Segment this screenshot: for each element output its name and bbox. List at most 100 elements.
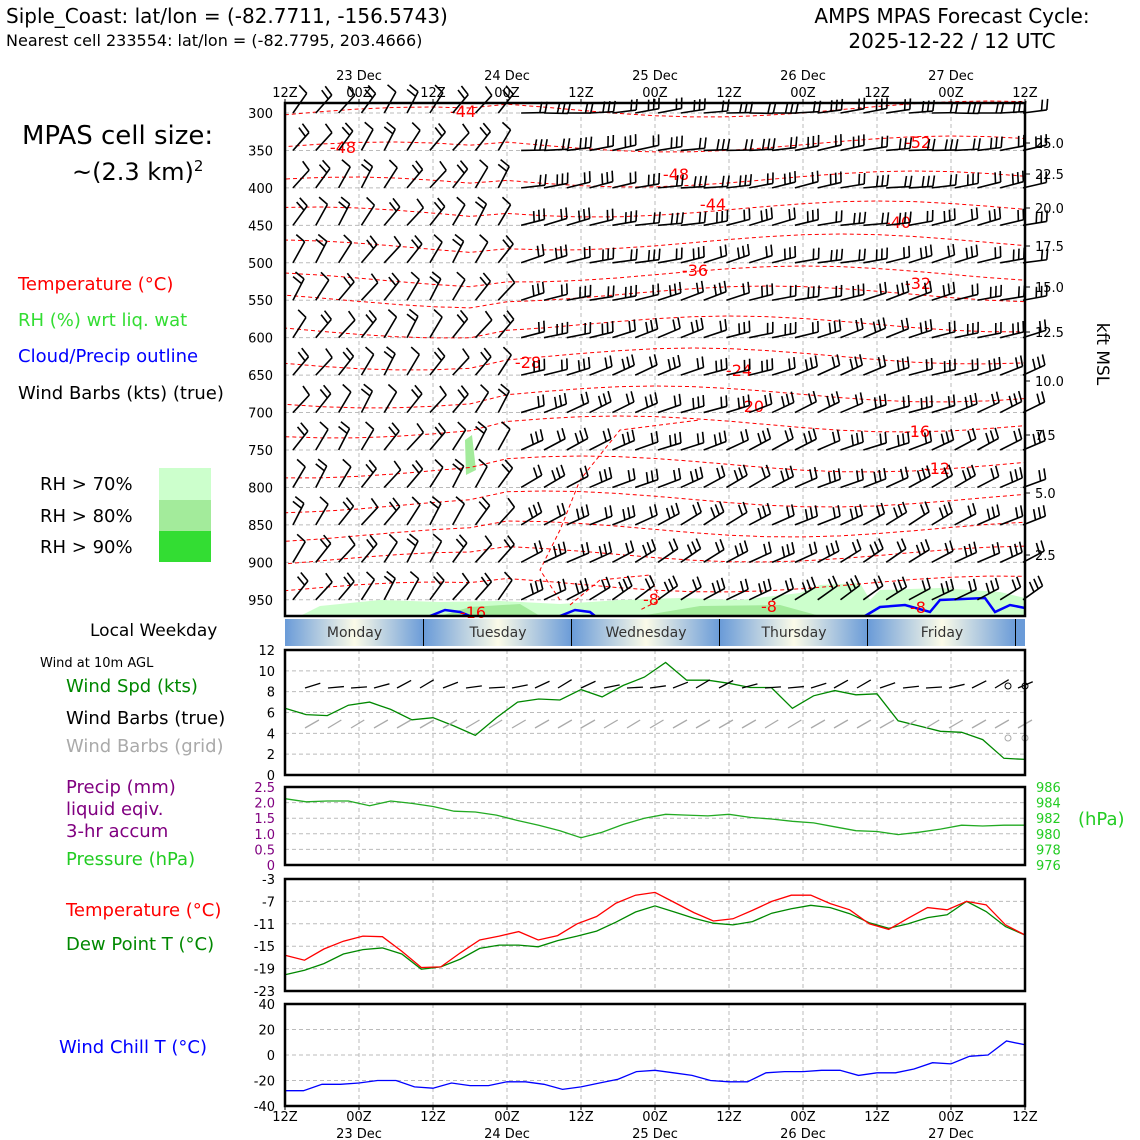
time-tick-bottom: 00Z — [938, 1110, 964, 1125]
calm-circle-grid — [1004, 734, 1012, 742]
wind-barb-flag — [767, 578, 772, 590]
wind-barb — [931, 243, 956, 264]
wind-barb — [497, 497, 516, 526]
wind-barb-flag — [837, 468, 842, 480]
wind-barb-flag — [409, 571, 420, 580]
wind-barb — [817, 575, 838, 601]
wind-barb-staff — [1022, 295, 1047, 302]
wind-barb — [999, 390, 1023, 414]
weekday-cell — [572, 619, 720, 646]
wind-barb — [406, 496, 421, 526]
wind-barb-flag — [904, 466, 909, 478]
wind-barb-flag — [788, 208, 791, 221]
wind-barb-staff — [337, 391, 352, 413]
wind-barb-flag — [830, 250, 833, 262]
wind-barb-flag — [919, 322, 923, 334]
wind-barb-staff — [406, 243, 423, 264]
time-tick-bottom: 12Z — [568, 1110, 594, 1125]
wind-barb-flag — [561, 502, 566, 514]
date-label-bottom: 25 Dec — [632, 1127, 678, 1140]
wind-barb-flag — [990, 468, 995, 480]
wind-barb-flag — [825, 545, 831, 557]
contour-label: -32 — [905, 274, 931, 293]
wind-barb-flag — [538, 540, 544, 552]
wind-barb-grid — [741, 719, 757, 729]
wind-barb-flag — [835, 391, 841, 403]
wind-barb-flag — [457, 389, 466, 399]
wind-barb — [497, 383, 511, 413]
wind-barb — [315, 123, 333, 151]
wind-barb-staff — [566, 146, 591, 152]
wind-barb-flag — [973, 541, 978, 553]
wind-barb-flag — [909, 175, 913, 187]
wind-barb — [612, 429, 636, 451]
wind-barb-staff — [703, 290, 727, 301]
wind-barb — [657, 354, 681, 376]
wind-barb-staff — [521, 184, 546, 189]
contour-label: -44 — [700, 195, 726, 214]
wind-barb-staff — [954, 182, 979, 189]
contour-label: -8 — [643, 590, 659, 609]
contour-label: -28 — [515, 353, 541, 372]
wind-barb-flag — [462, 348, 470, 359]
wind-barb-flag — [814, 505, 819, 517]
wind-barb-flag — [742, 464, 748, 476]
wind-barb — [703, 395, 728, 414]
wind-barb-flag — [995, 137, 998, 149]
wind-barb-flag — [873, 471, 877, 483]
wind-barb-staff — [634, 402, 658, 414]
wind-barb — [840, 504, 864, 526]
wind-barb — [908, 501, 930, 526]
wind-barb-staff — [885, 291, 909, 301]
wind-ytick: 2 — [267, 748, 275, 763]
wind-barb — [863, 174, 890, 189]
wind-barb-flag — [903, 212, 907, 224]
cloud-outline — [429, 608, 471, 618]
wind-barb-staff — [817, 220, 842, 227]
wind-barb-flag — [388, 159, 398, 169]
wind-barb-flag — [943, 467, 949, 479]
wind-barb — [703, 501, 725, 526]
wind-barb — [657, 135, 683, 152]
wind-barb-flag — [564, 244, 568, 256]
wind-barb-staff — [474, 428, 488, 451]
wind-barb — [635, 134, 660, 152]
pressure-tick-label: 450 — [248, 219, 273, 234]
wind-barb-staff — [771, 437, 794, 451]
wind-barb — [360, 459, 377, 488]
wind-barb-flag — [597, 395, 603, 407]
wind-barb-flag — [502, 314, 512, 324]
wind-barb — [908, 357, 933, 376]
wind-barb-flag — [611, 170, 614, 182]
wind-barb-staff — [360, 354, 375, 376]
wind-barb-flag — [803, 433, 808, 445]
wind-barb — [771, 284, 797, 302]
wind-barb-flag — [347, 535, 356, 546]
wind-barb-flag — [324, 85, 333, 96]
wind-barb — [634, 539, 657, 564]
wind-barb — [771, 504, 795, 526]
wind-barb-flag — [1036, 356, 1041, 368]
wind-barb-flag — [455, 496, 465, 505]
wind-barb-flag — [693, 176, 697, 188]
wind-barb-flag — [919, 247, 923, 259]
wind-barb-flag — [942, 285, 946, 297]
wind-barb — [429, 533, 443, 563]
wind-barb-flag — [806, 579, 812, 591]
wind-barb-flag — [767, 541, 772, 553]
wind-barb — [406, 271, 420, 301]
cell-title: Nearest cell 233554: lat/lon = (-82.7795… — [6, 31, 423, 50]
wind-barb — [1022, 210, 1048, 227]
wind-barb-flag — [964, 396, 968, 408]
wind-barb-grid — [856, 719, 872, 729]
time-tick-bottom: 00Z — [642, 1110, 668, 1125]
wind-barb-staff — [406, 169, 424, 189]
date-label-top: 27 Dec — [928, 69, 974, 84]
wind-barb-flag — [836, 429, 841, 441]
time-tick-bottom: 00Z — [790, 1110, 816, 1125]
wind-barb-10m — [603, 684, 620, 689]
wind-barb — [635, 172, 661, 189]
wind-barb-staff — [931, 550, 954, 564]
wind-barb-flag — [294, 496, 305, 505]
wind-barb-flag — [827, 578, 834, 590]
